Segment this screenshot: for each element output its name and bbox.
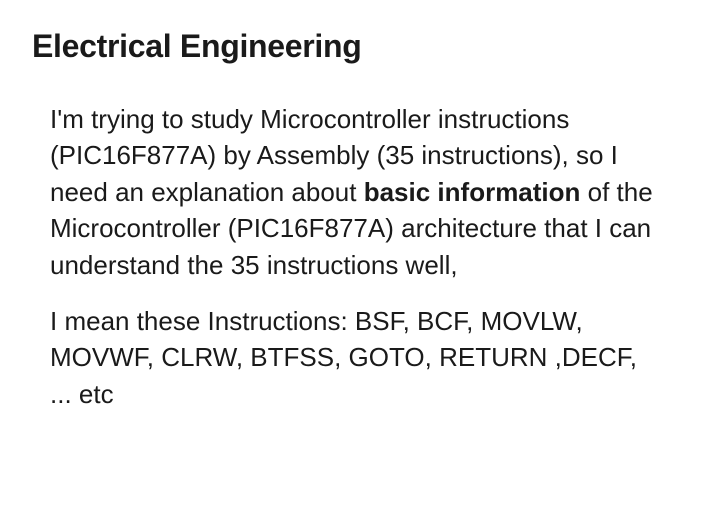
paragraph-1-bold: basic information <box>364 177 581 207</box>
body-content: I'm trying to study Microcontroller inst… <box>32 101 688 412</box>
paragraph-2: I mean these Instructions: BSF, BCF, MOV… <box>50 303 658 412</box>
paragraph-1: I'm trying to study Microcontroller inst… <box>50 101 658 283</box>
page-title: Electrical Engineering <box>32 28 688 65</box>
